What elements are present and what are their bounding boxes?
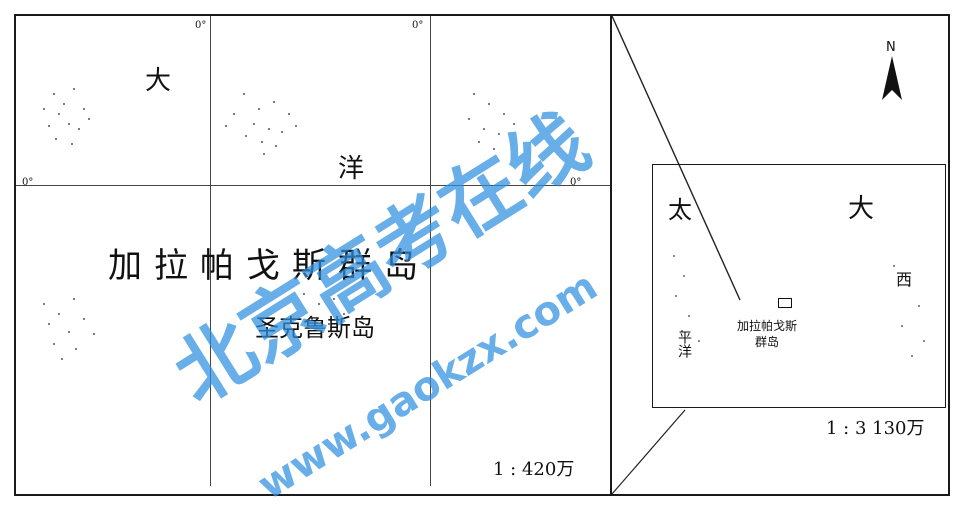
inset-location-label: 加拉帕戈斯群岛 — [736, 319, 797, 349]
island-southwest — [43, 298, 95, 360]
graticule-vertical-1 — [210, 16, 211, 486]
archipelago-label: 加拉帕戈斯群岛 — [108, 246, 430, 286]
island-northeast — [468, 93, 515, 150]
inset-ocean-label: 大 — [848, 194, 875, 224]
island-northwest — [43, 88, 90, 145]
inset-coastline-layer — [673, 255, 925, 357]
graticule-vertical-2 — [430, 16, 431, 486]
main-map-scale: 1 : 420万 — [493, 459, 575, 480]
tick-label-left: 0° — [22, 177, 34, 188]
island-north-center — [225, 93, 297, 155]
north-arrow-icon — [882, 56, 902, 100]
tick-label-top-right: 0° — [412, 20, 424, 31]
inset-map-frame — [652, 164, 946, 408]
inset-outer-frame — [610, 14, 950, 496]
location-marker-icon — [778, 298, 792, 308]
island-stipple-layer — [43, 88, 515, 360]
inset-connector-lines — [611, 15, 741, 495]
inset-east-label: 西 — [896, 270, 913, 289]
tick-label-right: 0° — [570, 177, 582, 188]
inset-map-scale: 1 : 3 130万 — [826, 418, 925, 439]
island-label: 圣克鲁斯岛 — [255, 314, 375, 342]
ocean-label-da: 大 — [145, 66, 172, 96]
inset-west-label: 平洋 — [676, 330, 692, 358]
north-label: N — [886, 40, 896, 55]
island-santa-cruz — [303, 293, 345, 325]
graticule-horizontal — [16, 185, 610, 186]
tick-label-top-left: 0° — [195, 20, 207, 31]
inset-left-label: 太 — [668, 196, 692, 224]
ocean-label-yang: 洋 — [338, 154, 365, 184]
